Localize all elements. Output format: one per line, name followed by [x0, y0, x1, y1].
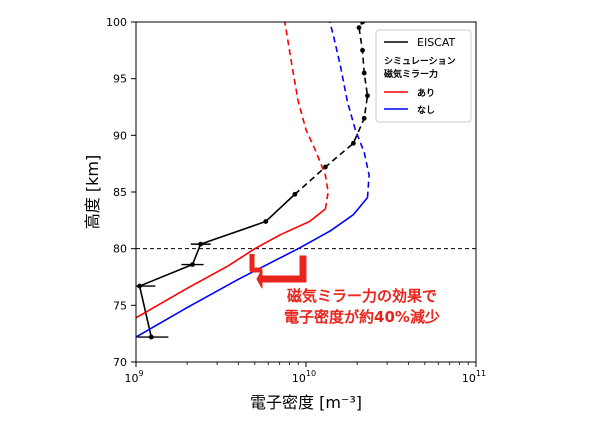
y-tick-label-5: 95 — [113, 73, 127, 86]
x-tick-label-2-base: 10 — [462, 372, 476, 385]
x-tick-label-1-base: 10 — [292, 372, 306, 385]
series-1-line-solid — [136, 208, 326, 319]
series-2-line-dashed — [329, 22, 370, 198]
series-0-point-0 — [148, 334, 154, 340]
annotation-line-2: 電子密度が約40%減少 — [284, 308, 440, 326]
legend-group-title-2: 磁気ミラー力 — [384, 68, 438, 80]
x-tick-label-0-exp: 9 — [138, 369, 143, 378]
y-tick-label-3: 85 — [113, 186, 127, 199]
series-2-line-solid — [136, 197, 369, 338]
series-0-point-8 — [361, 115, 367, 121]
series-0-point-13 — [360, 22, 365, 25]
y-tick-label-4: 90 — [113, 129, 127, 142]
legend-entry-1: なし — [417, 105, 435, 116]
annotation-backdrop — [266, 283, 466, 327]
y-tick-label-2: 80 — [113, 243, 127, 256]
series-0-point-9 — [365, 93, 370, 99]
series-0-point-11 — [360, 47, 365, 53]
series-0-point-5 — [292, 191, 298, 197]
legend-entry-0: あり — [417, 88, 435, 99]
y-axis-title: 高度 [km] — [83, 155, 102, 229]
y-tick-label-1: 75 — [113, 299, 127, 312]
series-0-point-3 — [198, 241, 204, 247]
series-0-point-7 — [350, 140, 356, 146]
legend-label-eiscat: EISCAT — [417, 36, 456, 49]
data-layer — [136, 22, 476, 340]
series-0-point-12 — [356, 25, 362, 31]
series-0-line-solid — [138, 193, 296, 338]
x-tick-label-0-base: 10 — [124, 372, 138, 385]
series-0-point-6 — [322, 164, 328, 170]
y-tick-label-0: 70 — [113, 356, 127, 369]
legend-group-title-1: シミュレーション — [384, 56, 456, 67]
y-tick-label-6: 100 — [106, 16, 127, 29]
x-tick-label-2: 1011 — [462, 369, 486, 385]
x-tick-label-1-exp: 10 — [306, 369, 316, 378]
x-tick-label-1: 1010 — [292, 369, 316, 385]
x-tick-label-2-exp: 11 — [476, 369, 486, 378]
annotation-arrow — [256, 255, 307, 289]
series-0-point-2 — [190, 262, 195, 267]
annotation-line-1: 磁気ミラー力の効果で — [287, 287, 437, 305]
x-axis-title: 電子密度 [m⁻³] — [250, 393, 362, 412]
series-0-line-dashed — [294, 22, 369, 195]
annotation-arrow-stem — [249, 254, 262, 273]
series-0-point-10 — [361, 70, 367, 76]
series-0-point-1 — [137, 283, 143, 289]
series-0-point-4 — [263, 219, 269, 224]
legend-box — [375, 29, 472, 123]
series-1-line-dashed — [283, 22, 329, 210]
x-tick-label-0: 109 — [124, 369, 143, 385]
plot-area — [136, 22, 476, 340]
